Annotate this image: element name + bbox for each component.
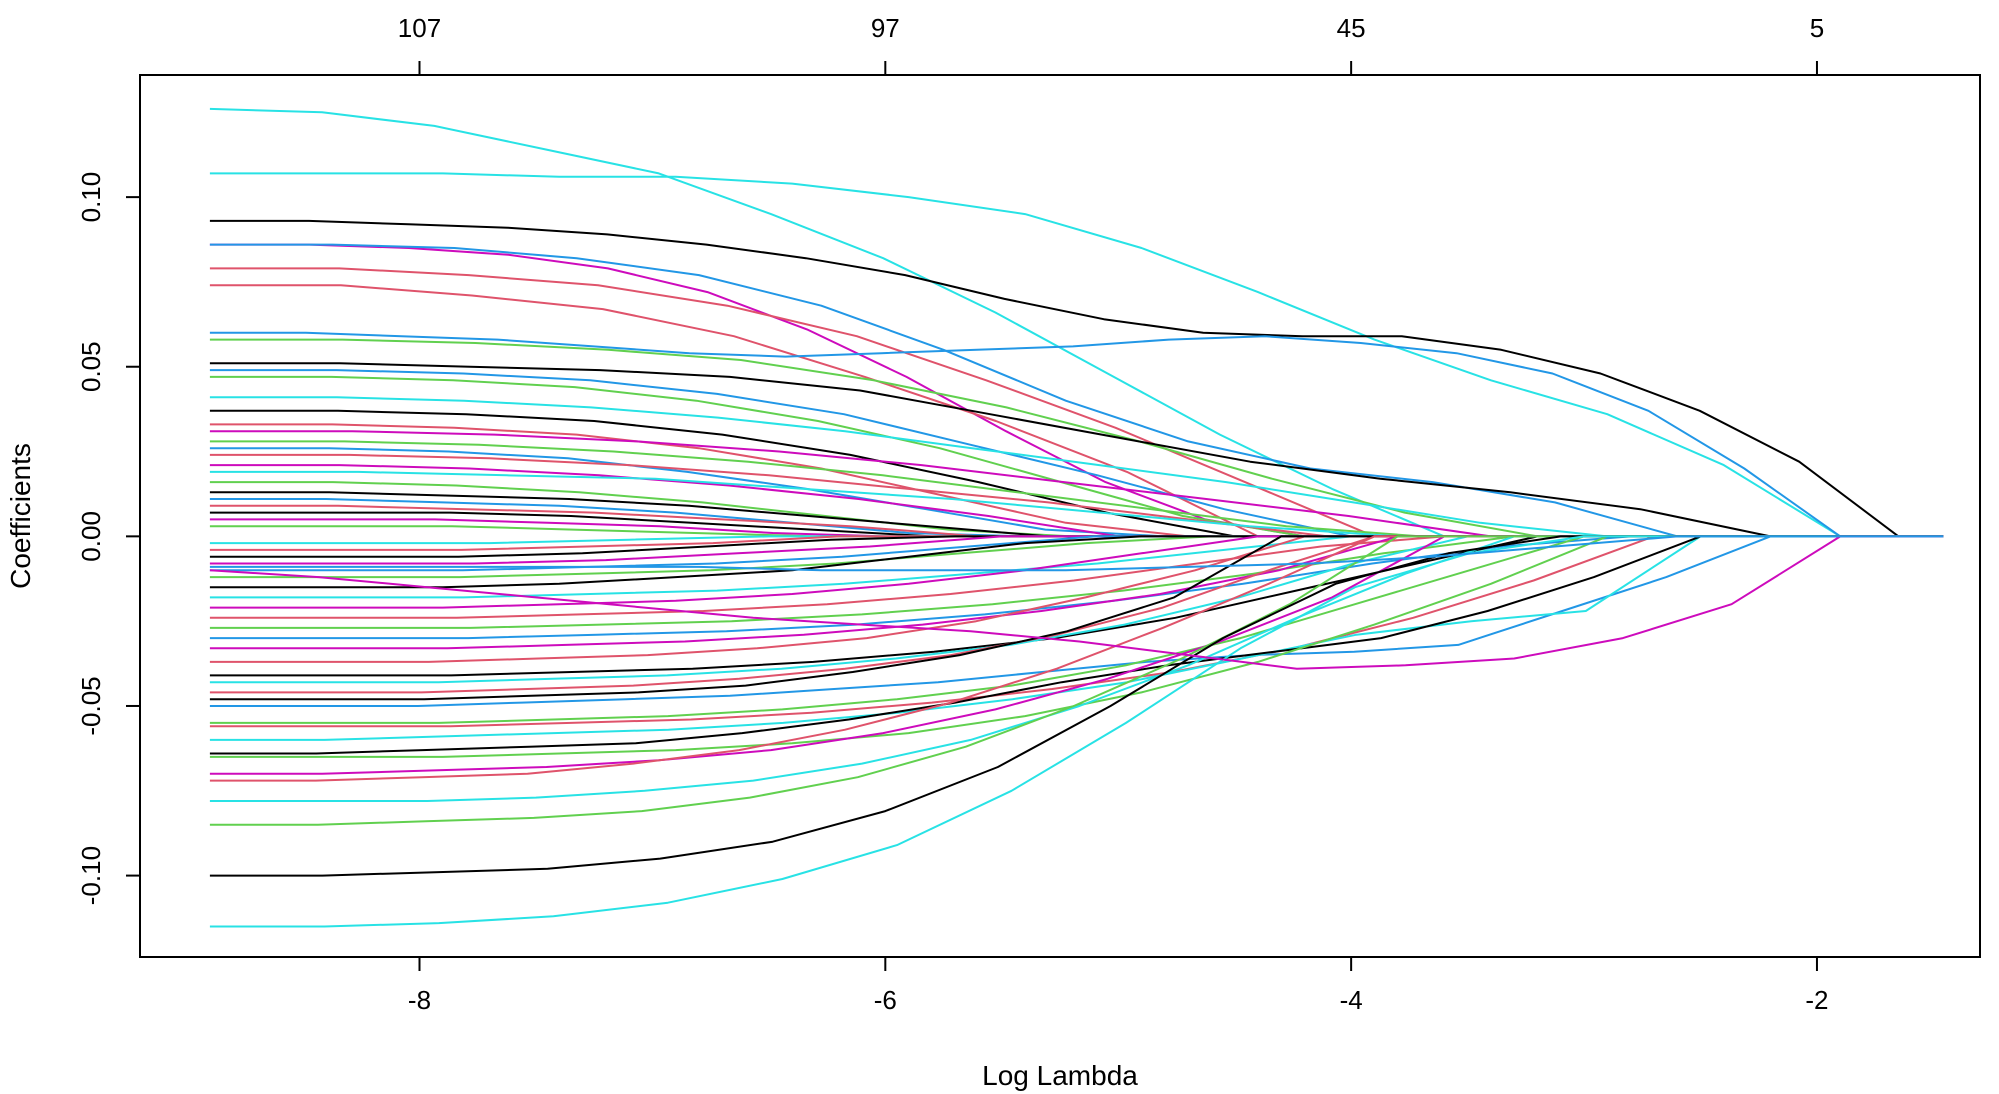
coefficient-path-58: [209, 535, 1944, 928]
top-tick-label: 45: [1337, 13, 1366, 43]
top-tick-label: 5: [1810, 13, 1824, 43]
coefficient-path-41: [209, 535, 1944, 650]
coefficient-path-56: [209, 535, 1944, 826]
coefficient-path-53: [209, 535, 1944, 775]
coefficient-path-30: [209, 535, 1944, 551]
coefficient-path-33: [209, 535, 1944, 572]
coefficient-path-18: [209, 447, 1944, 538]
y-tick-label: -0.05: [76, 676, 106, 735]
coefficient-path-60: [209, 535, 1944, 572]
coefficient-path-6: [209, 267, 1944, 538]
coefficient-path-50: [209, 535, 1944, 741]
coefficient-path-48: [209, 535, 1944, 724]
coefficient-paths: [209, 107, 1944, 928]
x-tick-label: -8: [408, 985, 431, 1015]
x-tick-label: -6: [874, 985, 897, 1015]
y-tick-label: -0.10: [76, 846, 106, 905]
coefficient-path-5: [209, 243, 1944, 538]
y-axis: -0.10 -0.05 0.00 0.05 0.10: [76, 172, 140, 905]
y-tick-label: 0.00: [76, 511, 106, 562]
coefficient-path-26: [209, 511, 1944, 538]
coefficient-path-31: [209, 535, 1944, 558]
coefficient-path-51: [209, 535, 1944, 755]
coefficient-path-42: [209, 535, 1944, 663]
y-tick-label: 0.10: [76, 172, 106, 223]
coefficient-path-23: [209, 491, 1944, 538]
y-axis-title: Coefficients: [5, 443, 36, 589]
coefficient-path-17: [209, 440, 1944, 538]
coefficient-path-3: [209, 219, 1944, 538]
coefficient-path-19: [209, 453, 1944, 538]
x-tick-label: -2: [1805, 985, 1828, 1015]
coefficient-path-25: [209, 504, 1944, 538]
coefficient-path-52: [209, 535, 1944, 758]
coefficient-path-16: [209, 430, 1944, 538]
coefficient-path-54: [209, 535, 1944, 782]
coefficient-path-21: [209, 470, 1944, 538]
coefficient-path-35: [209, 535, 1944, 589]
coefficient-path-40: [209, 535, 1944, 640]
coefficient-path-1: [209, 107, 1944, 538]
coefficient-path-55: [209, 535, 1944, 802]
coefficient-path-38: [209, 535, 1944, 619]
coefficient-path-4: [209, 243, 1944, 538]
coefficient-path-34: [209, 535, 1944, 579]
coefficient-path-24: [209, 498, 1944, 538]
coefficient-path-27: [209, 518, 1944, 538]
coefficient-path-37: [209, 535, 1944, 609]
coefficient-path-46: [209, 535, 1944, 701]
top-tick-label: 97: [871, 13, 900, 43]
coefficient-path-43: [209, 535, 1944, 677]
x-axis-top: 107 97 45 5: [398, 13, 1824, 75]
coefficient-path-2: [209, 172, 1944, 538]
coefficient-path-14: [209, 409, 1944, 538]
x-tick-label: -4: [1340, 985, 1363, 1015]
coefficient-path-59: [209, 535, 1944, 670]
x-axis-bottom: -8 -6 -4 -2: [408, 957, 1829, 1015]
y-tick-label: 0.05: [76, 341, 106, 392]
coefficient-path-20: [209, 464, 1944, 538]
coefficient-path-9: [209, 338, 1944, 538]
coefficient-path-32: [209, 535, 1944, 565]
coefficient-path-10: [209, 362, 1944, 538]
plot-frame: [139, 74, 1981, 958]
coefficient-path-8: [209, 331, 1944, 538]
coefficient-path-57: [209, 535, 1944, 877]
coefficient-path-45: [209, 535, 1944, 694]
x-axis-title: Log Lambda: [982, 1060, 1138, 1091]
coefficient-path-15: [209, 423, 1944, 538]
top-tick-label: 107: [398, 13, 441, 43]
coefficient-path-13: [209, 396, 1944, 538]
coefficient-path-11: [209, 369, 1944, 538]
coefficient-path-47: [209, 535, 1944, 707]
